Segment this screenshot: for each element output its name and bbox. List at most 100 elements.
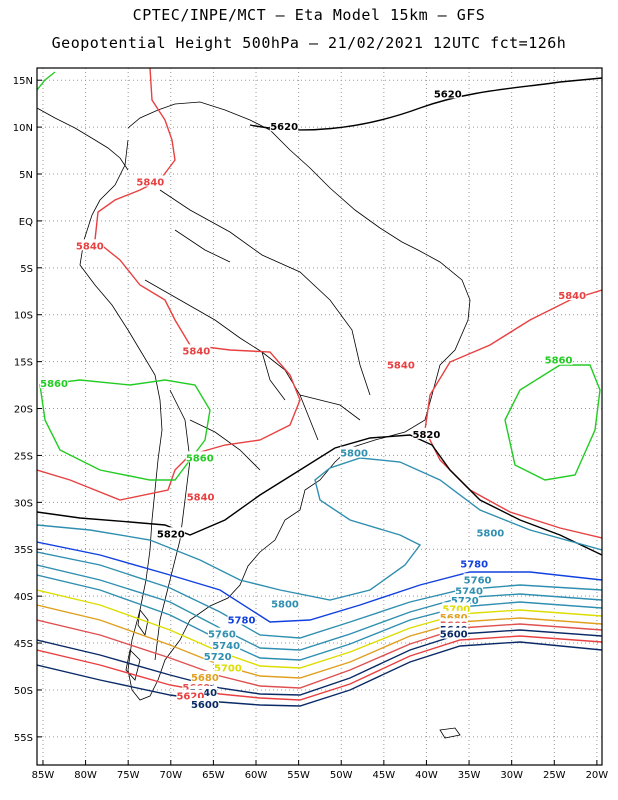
contour-label-bg [156,527,185,539]
contour-label: 5620 [270,122,298,133]
contour-label: 5720 [451,596,479,607]
contour-5700 [37,589,602,669]
contour-5860-east [504,364,601,481]
lon-label: 75W [117,770,140,781]
lat-label: 55S [14,733,33,744]
contour-label-bg [212,638,241,650]
contour-label-bg [340,446,369,458]
lat-label: 10S [14,311,33,322]
contour-label-bg [203,650,232,662]
contour-5860-north-green [37,71,56,91]
contour-label: 5820 [413,430,441,441]
contour-label: 5840 [387,360,415,371]
contour-5680 [37,604,602,679]
contour-label-bg [544,353,573,365]
lon-label: 20W [586,770,609,781]
lat-label: 5S [20,264,33,275]
lon-label: 60W [245,770,268,781]
map-background [37,68,602,765]
central-america-coast [37,107,129,171]
contour-label-bg [439,627,468,639]
lat-label: 25S [14,451,33,462]
map-frame [36,67,603,766]
lat-label: 45S [14,639,33,650]
lon-label: 55W [287,770,310,781]
lon-label: 35W [458,770,481,781]
height-contours [37,68,602,707]
contour-label: 5840 [136,178,164,189]
contour-label-bg [442,602,471,614]
lat-label: 50S [14,686,33,697]
contour-label-bg [463,573,492,585]
contour-label: 5700 [214,663,242,674]
lon-label: 80W [74,770,97,781]
contour-5840-east [424,289,602,539]
contour-label-bg [40,377,69,389]
contour-label-bg [213,661,242,673]
contour-label-bg [190,698,219,710]
contour-5600 [37,641,602,707]
contour-5860-west [39,379,211,481]
contour-label: 5860 [186,453,214,464]
contour-label: 5780 [228,616,256,627]
contour-label: 5820 [157,529,185,540]
lat-label: 10N [13,123,33,134]
contour-label: 5860 [545,356,573,367]
contour-5840-north [37,68,301,501]
contour-label-bg [75,239,104,251]
contour-label-bg [190,670,219,682]
south-america-coastline [79,101,471,701]
contour-label: 5680 [440,613,468,624]
lat-label: 20S [14,405,33,416]
contour-label: 5620 [434,89,462,100]
contour-label: 5840 [182,346,210,357]
contour-label-bg [558,289,587,301]
contour-5660 [37,619,602,689]
contour-5740 [37,564,602,651]
contour-label: 5800 [271,600,299,611]
contour-label-bg [433,87,462,99]
contour-label-bg [182,344,211,356]
coastlines-and-borders [37,101,471,739]
contour-label: 5860 [40,379,68,390]
lon-label: 40W [415,770,438,781]
lat-label: 40S [14,592,33,603]
contour-label: 5800 [340,449,368,460]
lon-label: 65W [202,770,225,781]
contour-label: 5720 [204,652,232,663]
lon-label: 25W [543,770,566,781]
lon-label: 70W [159,770,182,781]
contour-label-bg [270,120,299,132]
contour-label: 5700 [442,604,470,615]
contour-5620-south-red [37,635,602,701]
map-title-line1: CPTEC/INPE/MCT – Eta Model 15km – GFS [132,6,486,24]
contour-5780 [37,541,602,623]
contour-label-bg [450,593,479,605]
contour-label: 5840 [187,493,215,504]
lon-label: 30W [500,770,523,781]
lat-label: 5N [19,170,33,181]
contour-5800 [37,457,602,601]
contour-label-bg [185,451,214,463]
lat-label: 15N [13,76,33,87]
contour-label: 5620 [176,692,204,703]
contour-label-bg [186,490,215,502]
contour-label: 5740 [455,587,483,598]
contour-5820-south [37,434,602,556]
longitude-labels: 85W 80W 75W 70W 65W 60W 55W 50W 45W 40W 35W 30W 25W 2… [32,760,609,781]
lon-label: 45W [373,770,396,781]
contour-label-bg [439,610,468,622]
contour-label: 5760 [208,630,236,641]
contour-label: 5740 [212,641,240,652]
contour-label-bg [455,584,484,596]
contour-label: 5840 [76,241,104,252]
lat-label: EQ [19,217,33,228]
contour-label-bg [270,597,299,609]
lat-label: 30S [14,498,33,509]
contour-label: 5600 [440,630,468,641]
contour-label: 5780 [460,559,488,570]
contour-label-bg [412,427,441,439]
latitude-labels: 15N 10N 5N EQ 5S 10S 15S 20S 25S 30S 35S 40S 45S 50S 5… [13,76,42,744]
contour-label: 5680 [191,673,219,684]
